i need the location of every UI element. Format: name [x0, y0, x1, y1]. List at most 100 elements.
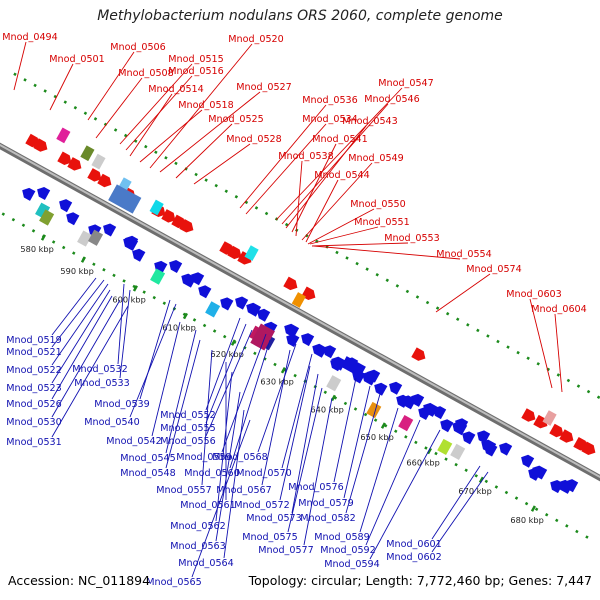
- forward-gene-label: Mnod_0541: [312, 134, 368, 145]
- reverse-gene-label: Mnod_0565: [146, 577, 202, 588]
- reverse-gene-block: [340, 356, 366, 378]
- reverse-gene-label: Mnod_0562: [170, 521, 226, 532]
- forward-gene-label: Mnod_0501: [49, 54, 105, 65]
- reverse-gene-label: Mnod_0545: [120, 453, 176, 464]
- reverse-label-leader: [333, 377, 357, 483]
- forward-gene-block: [542, 410, 557, 426]
- forward-gene-label: Mnod_0544: [314, 170, 370, 181]
- forward-label-leader: [291, 143, 337, 233]
- reverse-gene-block: [88, 229, 104, 246]
- reverse-gene-arrow: [362, 371, 378, 386]
- tick-mark: [182, 312, 188, 320]
- forward-gene-label: Mnod_0536: [302, 95, 358, 106]
- map-title: Methylobacterium nodulans ORS 2060, comp…: [97, 8, 503, 24]
- reverse-gene-label: Mnod_0522: [6, 365, 62, 376]
- forward-gene-arrow: [97, 173, 112, 188]
- forward-gene-label: Mnod_0527: [236, 82, 292, 93]
- reverse-gene-arrow: [452, 421, 468, 436]
- reverse-gene-arrow: [123, 236, 139, 251]
- forward-gene-label: Mnod_0543: [342, 116, 398, 127]
- tick-mark: [230, 339, 236, 346]
- forward-gene-arrow: [549, 423, 564, 438]
- reverse-gene-label: Mnod_0572: [234, 500, 290, 511]
- forward-gene-arrow: [283, 276, 298, 291]
- reverse-gene-label: Mnod_0548: [120, 468, 176, 479]
- reverse-label-leader: [51, 305, 129, 438]
- forward-gene-label: Mnod_0603: [506, 289, 562, 300]
- reverse-gene-arrow: [301, 333, 315, 347]
- reverse-label-leader: [165, 329, 197, 454]
- reverse-label-leader: [205, 317, 241, 411]
- forward-gene-label: Mnod_0516: [168, 66, 224, 77]
- reverse-gene-arrow: [103, 223, 117, 237]
- reverse-gene-label: Mnod_0557: [156, 485, 212, 496]
- reverse-gene-label: Mnod_0531: [6, 437, 62, 448]
- reverse-gene-label: Mnod_0552: [160, 410, 216, 421]
- reverse-label-leader: [369, 429, 441, 560]
- reverse-gene-label: Mnod_0555: [160, 423, 216, 434]
- forward-label-leader: [149, 43, 253, 169]
- forward-label-leader: [281, 103, 389, 225]
- reverse-label-leader: [215, 391, 241, 542]
- forward-label-leader: [129, 93, 173, 157]
- forward-gene-arrow: [57, 151, 72, 165]
- tick-label: 590 kbp: [60, 266, 93, 276]
- tick-label: 660 kbp: [406, 457, 439, 467]
- forward-gene-label: Mnod_0604: [531, 304, 587, 315]
- reverse-label-leader: [359, 407, 399, 533]
- forward-label-leader: [95, 77, 143, 139]
- reverse-gene-label: Mnod_0533: [74, 378, 130, 389]
- forward-gene-label: Mnod_0554: [436, 249, 492, 260]
- forward-gene-block: [108, 184, 142, 214]
- tick-mark: [478, 476, 484, 484]
- reverse-label-leader: [303, 397, 333, 546]
- forward-gene-arrow: [179, 219, 194, 233]
- reverse-gene-label: Mnod_0540: [84, 417, 140, 428]
- forward-gene-label: Mnod_0553: [384, 233, 440, 244]
- tick-label: 580 kbp: [20, 244, 53, 254]
- reverse-gene-arrow: [246, 302, 262, 317]
- reverse-gene-block: [326, 375, 342, 392]
- reverse-gene-block: [366, 401, 382, 419]
- forward-label-leader: [275, 87, 403, 221]
- reverse-gene-arrow: [462, 431, 476, 445]
- reverse-gene-label: Mnod_0563: [170, 541, 226, 552]
- forward-gene-arrow: [67, 157, 82, 171]
- forward-gene-label: Mnod_0508: [118, 68, 174, 79]
- reverse-gene-label: Mnod_0568: [212, 452, 268, 463]
- reverse-gene-arrow: [312, 343, 328, 358]
- inner-dotted-line: [0, 210, 593, 541]
- reverse-label-leader: [281, 353, 313, 469]
- reverse-label-leader: [365, 419, 421, 546]
- reverse-gene-arrow: [37, 187, 51, 200]
- reverse-label-leader: [221, 333, 267, 453]
- reverse-gene-arrow: [401, 395, 417, 410]
- forward-gene-label: Mnod_0525: [208, 114, 264, 125]
- reverse-label-leader: [291, 373, 319, 514]
- forward-label-leader: [435, 273, 491, 313]
- forward-label-leader: [305, 179, 339, 243]
- forward-gene-arrow: [533, 414, 548, 429]
- tick-mark: [380, 422, 386, 429]
- forward-gene-label: Mnod_0574: [466, 264, 522, 275]
- reverse-gene-label: Mnod_0526: [6, 399, 62, 410]
- forward-gene-block: [149, 199, 164, 216]
- tick-mark: [330, 394, 336, 402]
- reverse-gene-arrow: [22, 187, 36, 201]
- reverse-label-leader: [51, 295, 113, 400]
- reverse-label-leader: [201, 349, 213, 486]
- forward-gene-label: Mnod_0550: [350, 199, 406, 210]
- tick-mark: [132, 285, 138, 292]
- reverse-gene-label: Mnod_0589: [314, 532, 370, 543]
- reverse-gene-block: [35, 202, 51, 219]
- forward-label-leader: [13, 41, 27, 91]
- forward-gene-label: Mnod_0518: [178, 100, 234, 111]
- forward-label-leader: [239, 104, 327, 209]
- reverse-gene-label: Mnod_0560: [184, 468, 240, 479]
- forward-gene-label: Mnod_0506: [110, 42, 166, 53]
- reverse-label-leader: [261, 349, 291, 486]
- forward-gene-arrow: [521, 408, 536, 422]
- reverse-label-leader: [431, 465, 481, 540]
- reverse-gene-label: Mnod_0577: [258, 545, 314, 556]
- forward-gene-label: Mnod_0551: [354, 217, 410, 228]
